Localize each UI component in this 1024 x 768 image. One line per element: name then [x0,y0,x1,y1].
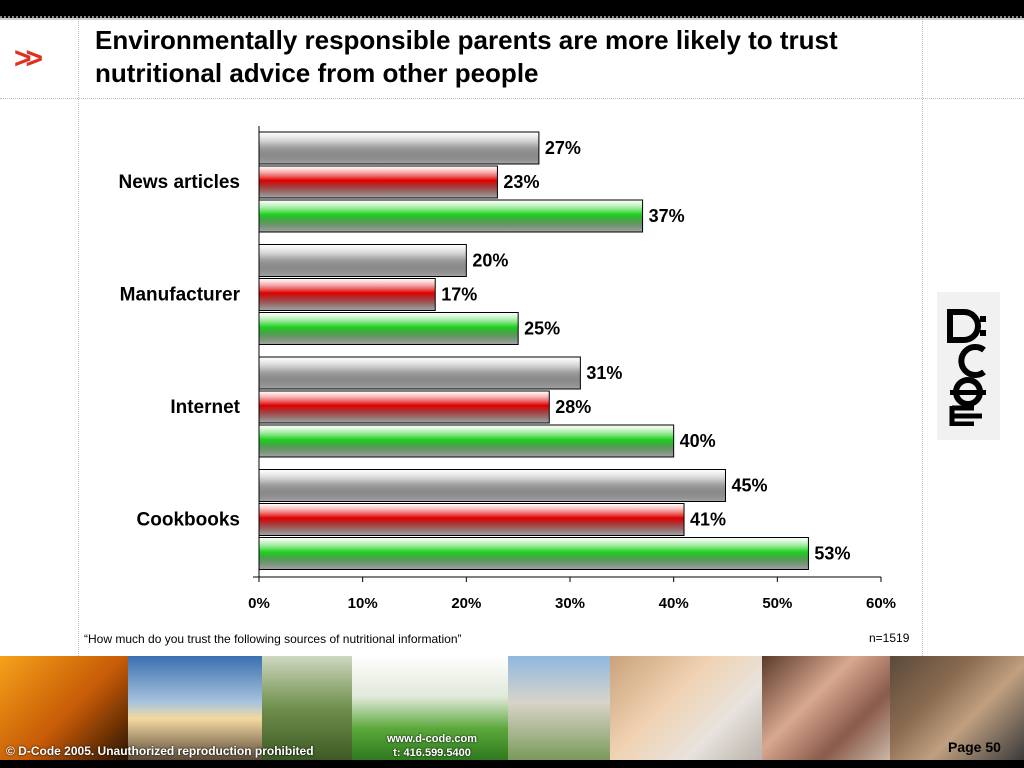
house-family-photo [508,656,610,760]
bar [258,199,644,233]
x-tick-label: 0% [248,595,270,612]
x-tick-label: 60% [866,595,896,612]
website-link[interactable]: www.d-code.com [386,733,478,745]
bar [258,424,675,458]
bar [258,165,498,199]
child-grandparent-photo [610,656,762,760]
x-tick-label: 10% [348,595,378,612]
park-path-photo [262,656,352,760]
phone-number: t: 416.599.5400 [393,747,471,759]
sunset-family-photo [0,656,128,760]
data-label: 20% [472,251,508,271]
page-title: Environmentally responsible parents are … [95,25,838,88]
data-label: 45% [732,476,768,496]
data-label: 40% [680,431,716,451]
bar [258,356,581,390]
x-tick-label: 40% [659,595,689,612]
d-code-logo-mark [946,309,986,426]
bar-chart: 0% 10% 20% 30% 40% 50% 60% News articles 27% 23% 3… [119,126,896,612]
d-code-logo [937,292,1000,440]
header-divider [0,98,1024,99]
data-label: 25% [524,319,560,339]
survey-question: “How much do you trust the following sou… [84,632,462,646]
data-label: 31% [586,363,622,383]
data-label: 41% [690,510,726,530]
women-family-photo [762,656,890,760]
category-label: News articles [119,172,240,193]
bar [258,312,519,345]
crowd-photo [890,656,1024,760]
x-tick-label: 20% [451,595,481,612]
data-label: 37% [649,206,685,226]
x-tick-label: 30% [555,595,585,612]
contact-info: www.d-code.com t: 416.599.5400 [368,732,496,760]
photo-strip [0,656,1024,760]
bar [258,503,685,536]
category-label: Manufacturer [120,285,241,306]
top-bar [0,0,1024,20]
data-label: 28% [555,397,591,417]
bar [258,537,809,570]
page-number: Page 50 [948,739,1001,755]
copyright-text: © D-Code 2005. Unauthorized reproduction… [6,744,314,758]
x-tick-label: 50% [762,595,792,612]
left-divider [78,18,79,658]
category-label: Internet [170,397,240,418]
beach-photo [128,656,262,760]
family-grass-photo [352,656,508,760]
data-label: 23% [503,172,539,192]
data-label: 27% [545,138,581,158]
bar [258,131,540,165]
bar [258,278,436,311]
bottom-bar [0,760,1024,768]
bar [258,390,550,424]
chevron-icon: >> [14,42,43,75]
bar [258,244,467,277]
data-label: 17% [441,285,477,305]
data-label: 53% [814,544,850,564]
bar [258,469,726,502]
sample-size: n=1519 [869,631,910,645]
category-label: Cookbooks [137,510,240,531]
right-divider [922,18,923,658]
